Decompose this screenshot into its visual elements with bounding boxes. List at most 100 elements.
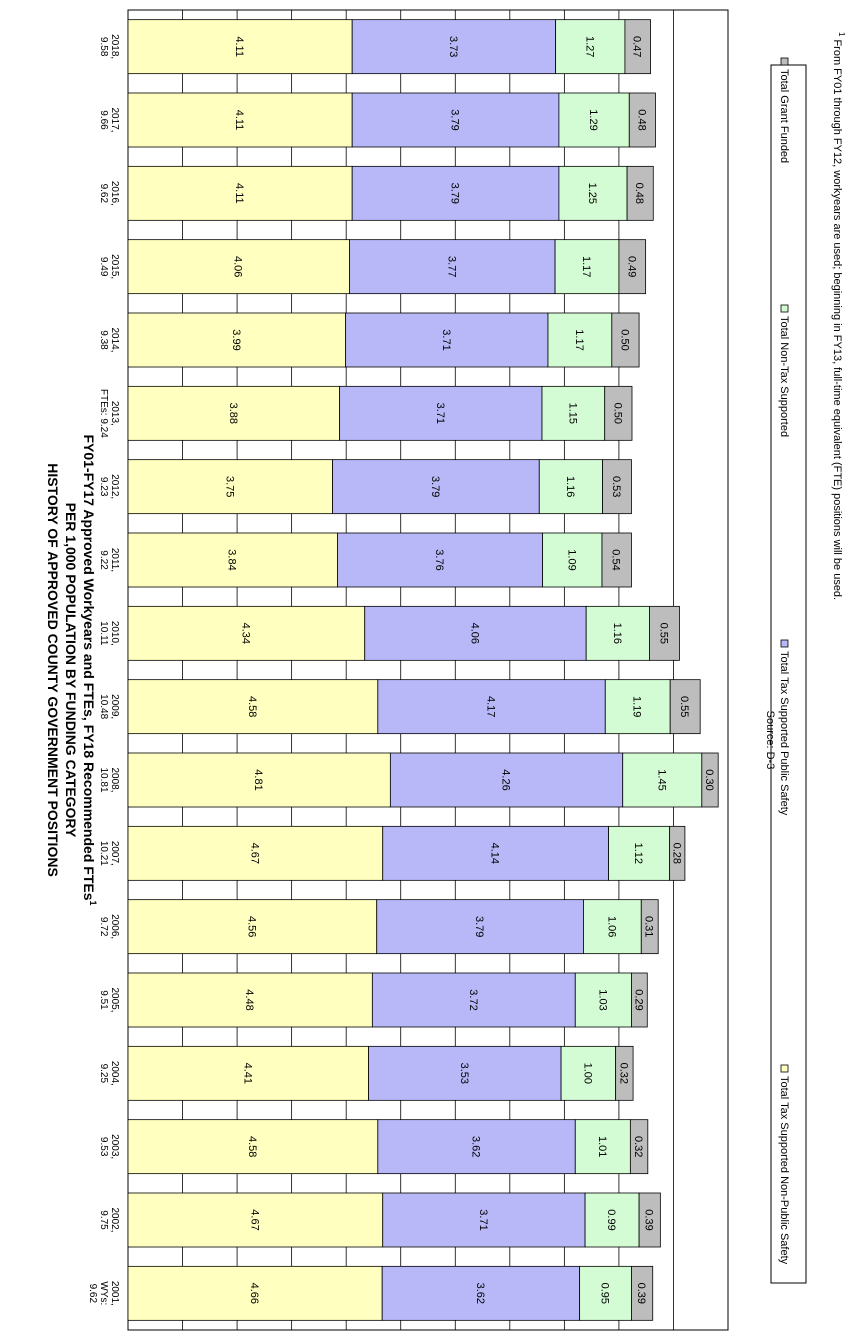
category-label-1: 2002,9.75 — [98, 1207, 120, 1232]
category-label-line: 2006, — [109, 914, 120, 939]
category-label-line: 2002, — [109, 1207, 120, 1232]
category-label-0: 2001,WYs:9.62 — [87, 1281, 120, 1306]
bar-segment-3-1 — [638, 1192, 661, 1248]
legend-swatch-1 — [780, 639, 789, 648]
data-label-1-4: 3.72 — [467, 989, 479, 1010]
data-label-1-5: 3.79 — [473, 916, 485, 937]
legend-swatch-2 — [780, 304, 789, 313]
category-label-line: 9.72 — [98, 917, 109, 937]
data-label-2-14: 1.17 — [580, 256, 592, 277]
category-label-line: 2018, — [109, 34, 120, 59]
bar-group-14: 4.06 3.77 1.17 0.49 — [127, 239, 647, 295]
gridlines — [182, 10, 674, 1330]
category-label-line: 9.53 — [98, 1137, 109, 1157]
category-label-line: 9.62 — [98, 184, 109, 204]
category-label-12: 2013,FTEs: 9.24 — [98, 389, 120, 438]
bar-segment-3-17 — [624, 19, 651, 75]
category-label-line: 2003, — [109, 1134, 120, 1159]
bar-group-8: 4.58 4.17 1.19 0.55 — [127, 679, 701, 735]
bar-group-6: 4.67 4.14 1.12 0.28 — [127, 825, 686, 881]
category-label-line: 2010, — [109, 621, 120, 646]
data-label-2-2: 1.01 — [596, 1136, 608, 1157]
data-label-2-3: 1.00 — [581, 1063, 593, 1084]
data-label-0-12: 3.88 — [227, 403, 239, 424]
data-label-2-17: 1.27 — [583, 36, 595, 57]
data-label-3-3: 0.32 — [617, 1063, 629, 1084]
rotated-chart-group: HISTORY OF APPROVED COUNTY GOVERNMENT PO… — [45, 9, 846, 1331]
category-label-line: 9.58 — [98, 37, 109, 57]
data-label-3-11: 0.53 — [610, 476, 622, 497]
legend-item-0: Total Tax Supported Non-Public Safety — [778, 1064, 790, 1265]
category-label-line: 10.21 — [98, 841, 109, 866]
footnote-superscript: 1 — [837, 32, 846, 37]
category-label-11: 2012,9.23 — [98, 474, 120, 499]
data-label-2-11: 1.16 — [564, 476, 576, 497]
category-label-5: 2006,9.72 — [98, 914, 120, 939]
category-label-line: 10.11 — [98, 621, 109, 646]
category-label-line: 9.66 — [98, 110, 109, 130]
data-label-3-17: 0.47 — [631, 36, 643, 57]
bar-group-4: 4.48 3.72 1.03 0.29 — [127, 972, 648, 1028]
category-label-3: 2004,9.25 — [98, 1061, 120, 1086]
data-label-2-8: 1.19 — [631, 696, 643, 717]
category-label-line: 2016, — [109, 181, 120, 206]
category-label-line: 2008, — [109, 767, 120, 792]
data-label-1-12: 3.71 — [434, 403, 446, 424]
data-label-3-9: 0.55 — [657, 623, 669, 644]
bar-segment-3-16 — [628, 92, 656, 148]
data-label-1-6: 4.14 — [489, 843, 501, 864]
category-label-line: 9.75 — [98, 1210, 109, 1230]
category-label-line: 2009, — [109, 694, 120, 719]
bar-group-7: 4.81 4.26 1.45 0.30 — [127, 752, 719, 808]
bar-group-0: 4.66 3.62 0.95 0.39 — [127, 1265, 654, 1321]
category-label-9: 2010,10.11 — [98, 621, 120, 646]
bar-segment-3-0 — [631, 1265, 654, 1321]
data-label-0-2: 4.58 — [246, 1136, 258, 1157]
category-label-line: 9.22 — [98, 550, 109, 570]
data-label-0-4: 4.48 — [243, 989, 255, 1010]
data-label-3-12: 0.50 — [611, 403, 623, 424]
category-label-line: 2017, — [109, 107, 120, 132]
data-label-0-1: 4.67 — [248, 1209, 260, 1230]
data-label-2-12: 1.15 — [566, 403, 578, 424]
bar-segment-3-5 — [640, 899, 659, 955]
category-label-line: WYs: — [98, 1281, 109, 1305]
data-label-3-15: 0.48 — [633, 183, 645, 204]
data-label-0-0: 4.66 — [248, 1283, 260, 1304]
data-label-0-8: 4.58 — [246, 696, 258, 717]
data-label-0-15: 4.11 — [233, 183, 245, 204]
bar-segment-3-4 — [631, 972, 648, 1028]
data-label-1-0: 3.62 — [474, 1283, 486, 1304]
bar-group-13: 3.99 3.71 1.17 0.50 — [127, 312, 640, 368]
category-label-line: 9.51 — [98, 990, 109, 1010]
bar-segment-3-7 — [701, 752, 719, 808]
data-label-3-1: 0.39 — [643, 1209, 655, 1230]
data-label-2-4: 1.03 — [596, 989, 608, 1010]
data-label-2-6: 1.12 — [632, 843, 644, 864]
data-label-3-8: 0.55 — [678, 696, 690, 717]
data-label-3-5: 0.31 — [643, 916, 655, 937]
category-label-15: 2016,9.62 — [98, 181, 120, 206]
data-label-2-9: 1.16 — [611, 623, 623, 644]
data-label-3-4: 0.29 — [632, 989, 644, 1010]
bar-segment-3-10 — [601, 532, 632, 588]
data-label-0-11: 3.75 — [223, 476, 235, 497]
category-label-line: 2004, — [109, 1061, 120, 1086]
category-label-line: 10.81 — [98, 767, 109, 792]
legend-box — [770, 64, 807, 1284]
category-label-4: 2005,9.51 — [98, 987, 120, 1012]
data-label-3-13: 0.50 — [618, 329, 630, 350]
bar-segment-3-12 — [604, 385, 633, 441]
bar-segment-3-2 — [629, 1119, 649, 1175]
stacked-bars: 4.66 3.62 0.95 0.39 4.67 3.71 0.99 0.39 4.58 3.62… — [127, 19, 719, 1321]
chart-subtitle-superscript: 1 — [88, 901, 98, 906]
data-label-0-3: 4.41 — [241, 1063, 253, 1084]
category-label-line: FTEs: 9.24 — [98, 389, 109, 438]
chart-title-line-1: HISTORY OF APPROVED COUNTY GOVERNMENT PO… — [45, 463, 61, 877]
legend-label-0: Total Tax Supported Non-Public Safety — [778, 1076, 790, 1265]
category-label-line: 2013, — [109, 401, 120, 426]
category-label-line: 2005, — [109, 987, 120, 1012]
data-label-3-14: 0.49 — [625, 256, 637, 277]
category-label-17: 2018,9.58 — [98, 34, 120, 59]
data-label-1-13: 3.71 — [440, 329, 452, 350]
